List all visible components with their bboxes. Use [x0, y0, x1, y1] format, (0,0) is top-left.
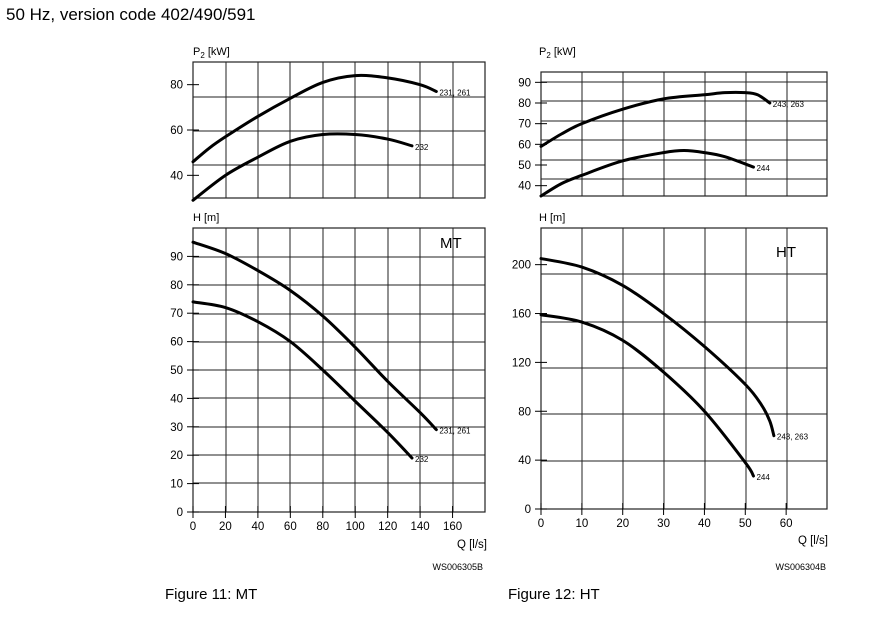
y-tick-label: 50 — [518, 160, 531, 172]
x-tick-label: 20 — [616, 518, 629, 530]
y-tick-label: 40 — [170, 393, 183, 405]
series-label: 232 — [415, 455, 429, 464]
y-tick-label: 20 — [170, 450, 183, 462]
chart-mt-head: 0 10 20 30 40 50 60 70 80 90 0 20 40 60 80 100 120 140 160… — [170, 212, 487, 551]
y-tick-label: 90 — [518, 77, 531, 89]
plot-frame — [540, 227, 828, 510]
y-tick-label: 40 — [518, 455, 531, 467]
y-axis-title: P2 [kW] — [539, 46, 576, 60]
y-axis-title: H [m] — [539, 212, 565, 224]
y-axis-title: H [m] — [193, 212, 219, 224]
x-tick-label: 10 — [575, 518, 588, 530]
y-tick-label: 80 — [170, 80, 183, 92]
y-tick-label: 0 — [525, 504, 531, 516]
y-tick-label: 50 — [170, 365, 183, 377]
series-line-244 — [539, 313, 755, 478]
series-line-243-263 — [539, 90, 772, 148]
x-tick-label: 20 — [219, 521, 232, 533]
y-tick-label: 80 — [170, 280, 183, 292]
y-tick-label: 60 — [170, 125, 183, 137]
drawing-code-mt: WS006305B — [432, 562, 483, 572]
panel-label: MT — [440, 235, 462, 252]
series-line-231-261 — [191, 240, 438, 432]
y-tick-label: 60 — [170, 337, 183, 349]
x-tick-label: 100 — [346, 521, 365, 533]
x-tick-label: 30 — [657, 518, 670, 530]
chart-mt-power: 40 60 80 P2 [kW] 231, 261 232 — [170, 46, 486, 202]
series-label: 243, 263 — [773, 100, 805, 109]
x-tick-label: 120 — [378, 521, 397, 533]
x-tick-label: 0 — [190, 521, 196, 533]
x-tick-label: 80 — [316, 521, 329, 533]
panel-label: HT — [776, 244, 796, 261]
x-tick-label: 40 — [698, 518, 711, 530]
x-axis-title: Q [l/s] — [798, 535, 828, 547]
series-line-232 — [191, 132, 414, 202]
chart-ht-head: 0 40 80 120 160 200 0 10 20 30 40 50 60 H [m] Q [l/s] H… — [512, 212, 828, 547]
y-tick-label: 160 — [512, 309, 531, 321]
y-tick-label: 70 — [170, 308, 183, 320]
plot-frame — [540, 71, 828, 197]
x-tick-label: 160 — [443, 521, 462, 533]
y-tick-label: 40 — [518, 181, 531, 193]
chart-ht-power: 40 50 60 70 80 90 P2 [kW] 243, 263 244 — [518, 46, 828, 198]
y-tick-label: 70 — [518, 119, 531, 131]
series-label: 231, 261 — [439, 88, 471, 97]
series-line-244 — [539, 149, 755, 198]
y-tick-label: 80 — [518, 406, 531, 418]
x-axis-title: Q [l/s] — [457, 539, 487, 551]
x-tick-label: 60 — [284, 521, 297, 533]
y-tick-label: 40 — [170, 170, 183, 182]
y-axis-title: P2 [kW] — [193, 46, 230, 60]
series-label: 232 — [415, 143, 429, 152]
x-tick-label: 140 — [411, 521, 430, 533]
drawing-code-ht: WS006304B — [775, 562, 826, 572]
page-title: 50 Hz, version code 402/490/591 — [6, 5, 256, 24]
x-tick-label: 0 — [538, 518, 544, 530]
series-line-243-263 — [539, 257, 776, 438]
y-tick-label: 200 — [512, 260, 531, 272]
y-tick-label: 30 — [170, 422, 183, 434]
y-tick-label: 0 — [177, 507, 183, 519]
series-label: 231, 261 — [439, 427, 471, 436]
figure-caption-mt: Figure 11: MT — [165, 586, 258, 603]
figure-caption-ht: Figure 12: HT — [508, 586, 600, 603]
y-tick-label: 10 — [170, 479, 183, 491]
y-tick-label: 120 — [512, 357, 531, 369]
x-tick-label: 50 — [739, 518, 752, 530]
y-tick-label: 80 — [518, 98, 531, 110]
series-label: 244 — [756, 164, 770, 173]
series-label: 243, 263 — [777, 433, 809, 442]
x-tick-label: 60 — [780, 518, 793, 530]
series-line-232 — [191, 300, 414, 460]
y-tick-label: 60 — [518, 139, 531, 151]
series-line-231-261 — [191, 73, 438, 164]
x-tick-label: 40 — [251, 521, 264, 533]
series-label: 244 — [756, 473, 770, 482]
y-tick-label: 90 — [170, 251, 183, 263]
